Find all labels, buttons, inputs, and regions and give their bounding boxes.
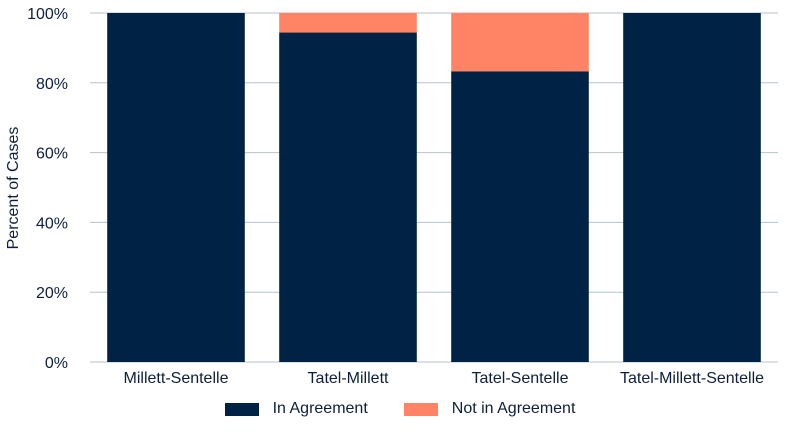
bar-not-in-agreement — [279, 13, 417, 33]
y-tick-label: 100% — [27, 6, 68, 23]
bar-in-agreement — [451, 71, 589, 363]
y-axis-title: Percent of Cases — [5, 127, 22, 250]
y-axis-ticks: 0% 20% 40% 60% 80% 100% — [27, 6, 68, 372]
bar-in-agreement — [279, 32, 417, 362]
legend-swatch-not-in-agreement — [403, 402, 438, 416]
x-axis-ticks: Millett-Sentelle Tatel-Millett Tatel-Sente… — [124, 370, 765, 387]
x-tick-label: Tatel-Millett-Sentelle — [620, 370, 764, 387]
y-tick-label: 0% — [45, 355, 68, 372]
y-tick-label: 60% — [36, 146, 68, 163]
x-tick-label: Millett-Sentelle — [124, 370, 229, 387]
legend-label-not-in-agreement: Not in Agreement — [451, 400, 576, 417]
bar-not-in-agreement — [451, 13, 589, 72]
y-tick-label: 40% — [36, 215, 68, 232]
legend-swatch-in-agreement — [224, 402, 259, 416]
legend: In Agreement Not in Agreement — [0, 400, 800, 418]
bars — [107, 13, 761, 363]
x-tick-label: Tatel-Sentelle — [472, 370, 569, 387]
bar-in-agreement — [623, 13, 761, 362]
legend-item-in-agreement: In Agreement — [224, 400, 368, 418]
y-tick-label: 20% — [36, 285, 68, 302]
legend-label-in-agreement: In Agreement — [272, 400, 368, 417]
bar-chart: 0% 20% 40% 60% 80% 100% Millett-Sentelle Tatel… — [5, 6, 778, 387]
legend-item-not-in-agreement: Not in Agreement — [403, 400, 576, 418]
bar-in-agreement — [107, 13, 245, 362]
x-tick-label: Tatel-Millett — [308, 370, 389, 387]
y-tick-label: 80% — [36, 76, 68, 93]
